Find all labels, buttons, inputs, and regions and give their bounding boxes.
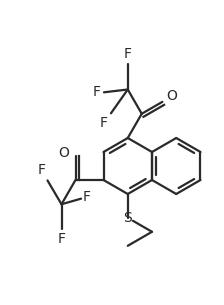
Text: F: F xyxy=(93,85,101,99)
Text: F: F xyxy=(124,47,132,61)
Text: O: O xyxy=(59,146,69,160)
Text: F: F xyxy=(100,116,108,130)
Text: F: F xyxy=(37,163,45,178)
Text: F: F xyxy=(83,190,91,204)
Text: O: O xyxy=(166,89,177,103)
Text: S: S xyxy=(123,211,132,225)
Text: F: F xyxy=(58,232,65,246)
